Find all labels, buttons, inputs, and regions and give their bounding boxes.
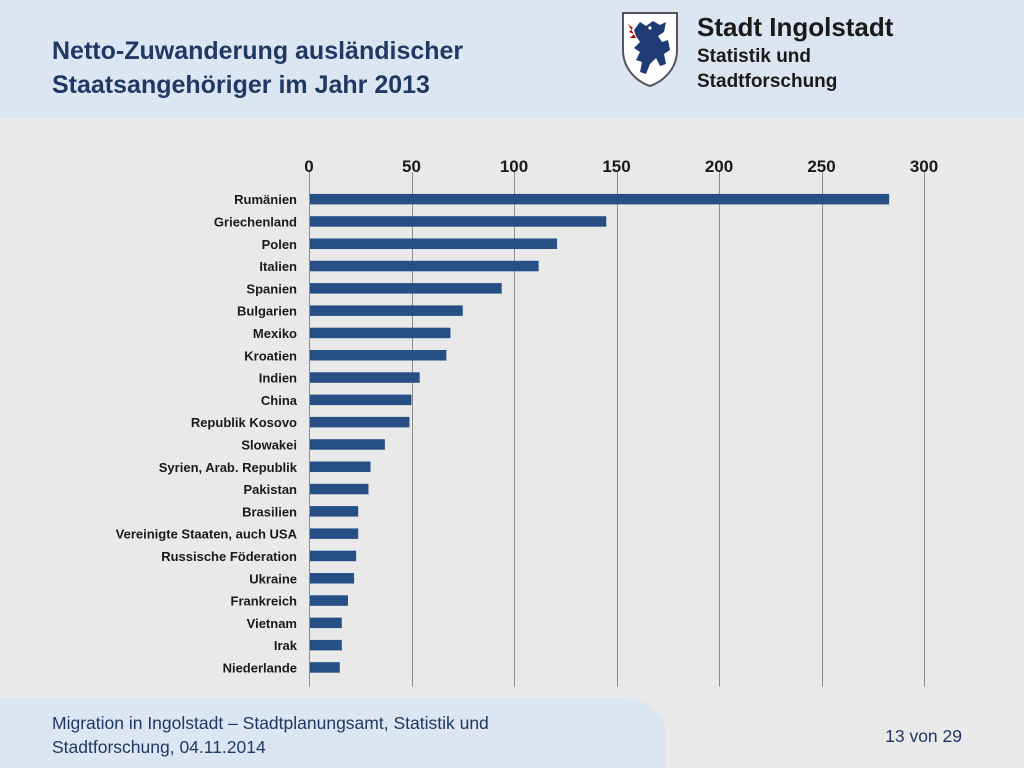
bar — [310, 372, 420, 383]
brand-sub-line-2: Stadtforschung — [697, 71, 838, 92]
bar — [310, 639, 342, 651]
category-label: Bulgarien — [237, 304, 297, 319]
bar — [310, 439, 385, 450]
category-label: Griechenland — [214, 214, 297, 229]
x-tick-label: 150 — [602, 157, 630, 176]
x-tick-label: 300 — [910, 157, 938, 176]
coat-of-arms-icon — [622, 12, 678, 88]
x-tick-label: 50 — [402, 157, 421, 176]
x-tick-label: 250 — [807, 157, 835, 176]
category-label: Rumänien — [234, 192, 297, 207]
x-tick-label: 100 — [500, 157, 528, 176]
bars — [310, 193, 890, 673]
header-band: Netto-Zuwanderung ausländischer Staatsan… — [0, 0, 1024, 118]
footer-line-1: Migration in Ingolstadt – Stadtplanungsa… — [52, 713, 489, 733]
category-label: Republik Kosovo — [191, 415, 297, 430]
category-label: Vietnam — [247, 616, 297, 631]
category-label: Indien — [259, 371, 297, 386]
bar — [310, 483, 369, 495]
bar — [310, 617, 342, 629]
bar — [310, 216, 607, 227]
footer-line-2: Stadtforschung, 04.11.2014 — [52, 737, 266, 757]
title-line-2: Staatsangehöriger im Jahr 2013 — [52, 71, 430, 99]
category-label: Syrien, Arab. Republik — [159, 460, 298, 475]
category-label: Brasilien — [242, 504, 297, 519]
bar — [310, 662, 340, 673]
category-label: Kroatien — [244, 348, 297, 363]
bar — [310, 305, 463, 316]
bar — [310, 550, 357, 562]
x-tick-label: 200 — [705, 157, 733, 176]
category-label: Irak — [274, 638, 298, 653]
category-label: Russische Föderation — [161, 549, 297, 564]
category-label: Italien — [259, 259, 297, 274]
category-label: Pakistan — [244, 482, 298, 497]
title-line-1: Netto-Zuwanderung ausländischer — [52, 37, 464, 65]
bar — [310, 528, 359, 539]
bar — [310, 260, 539, 272]
grid-lines — [309, 172, 925, 687]
bar — [310, 394, 412, 406]
bar — [310, 238, 558, 249]
category-label: Mexiko — [253, 326, 297, 341]
bar — [310, 327, 451, 339]
category-label: Frankreich — [231, 594, 298, 609]
brand-name: Stadt Ingolstadt — [697, 12, 894, 42]
category-labels: Rumänien Griechenland Polen Italien Spanien B… — [116, 192, 298, 675]
bar — [310, 506, 359, 517]
footer-band — [0, 698, 666, 768]
bar-chart: 0 50 100 150 200 250 300 Rumänien Griechenland P… — [116, 157, 938, 687]
category-label: Ukraine — [249, 571, 297, 586]
page-number: 13 von 29 — [885, 726, 962, 746]
footer-caption: Migration in Ingolstadt – Stadtplanungsa… — [52, 711, 612, 759]
bar — [310, 283, 502, 294]
brand-sub-line-1: Statistik und — [697, 46, 812, 67]
bar — [310, 193, 890, 205]
x-tick-labels: 0 50 100 150 200 250 300 — [304, 157, 938, 176]
category-label: Niederlande — [223, 660, 297, 675]
page-title: Netto-Zuwanderung ausländischer Staatsan… — [52, 34, 612, 102]
category-label: Polen — [262, 237, 297, 252]
bar — [310, 350, 447, 361]
category-label: China — [261, 393, 298, 408]
brand-block: Stadt Ingolstadt Statistik und Stadtfors… — [697, 10, 1017, 94]
bar — [310, 595, 348, 606]
category-label: Spanien — [246, 281, 297, 296]
category-label: Vereinigte Staaten, auch USA — [116, 527, 298, 542]
bar — [310, 461, 371, 472]
bar — [310, 416, 410, 428]
bar — [310, 573, 355, 584]
category-label: Slowakei — [241, 437, 297, 452]
x-tick-label: 0 — [304, 157, 313, 176]
